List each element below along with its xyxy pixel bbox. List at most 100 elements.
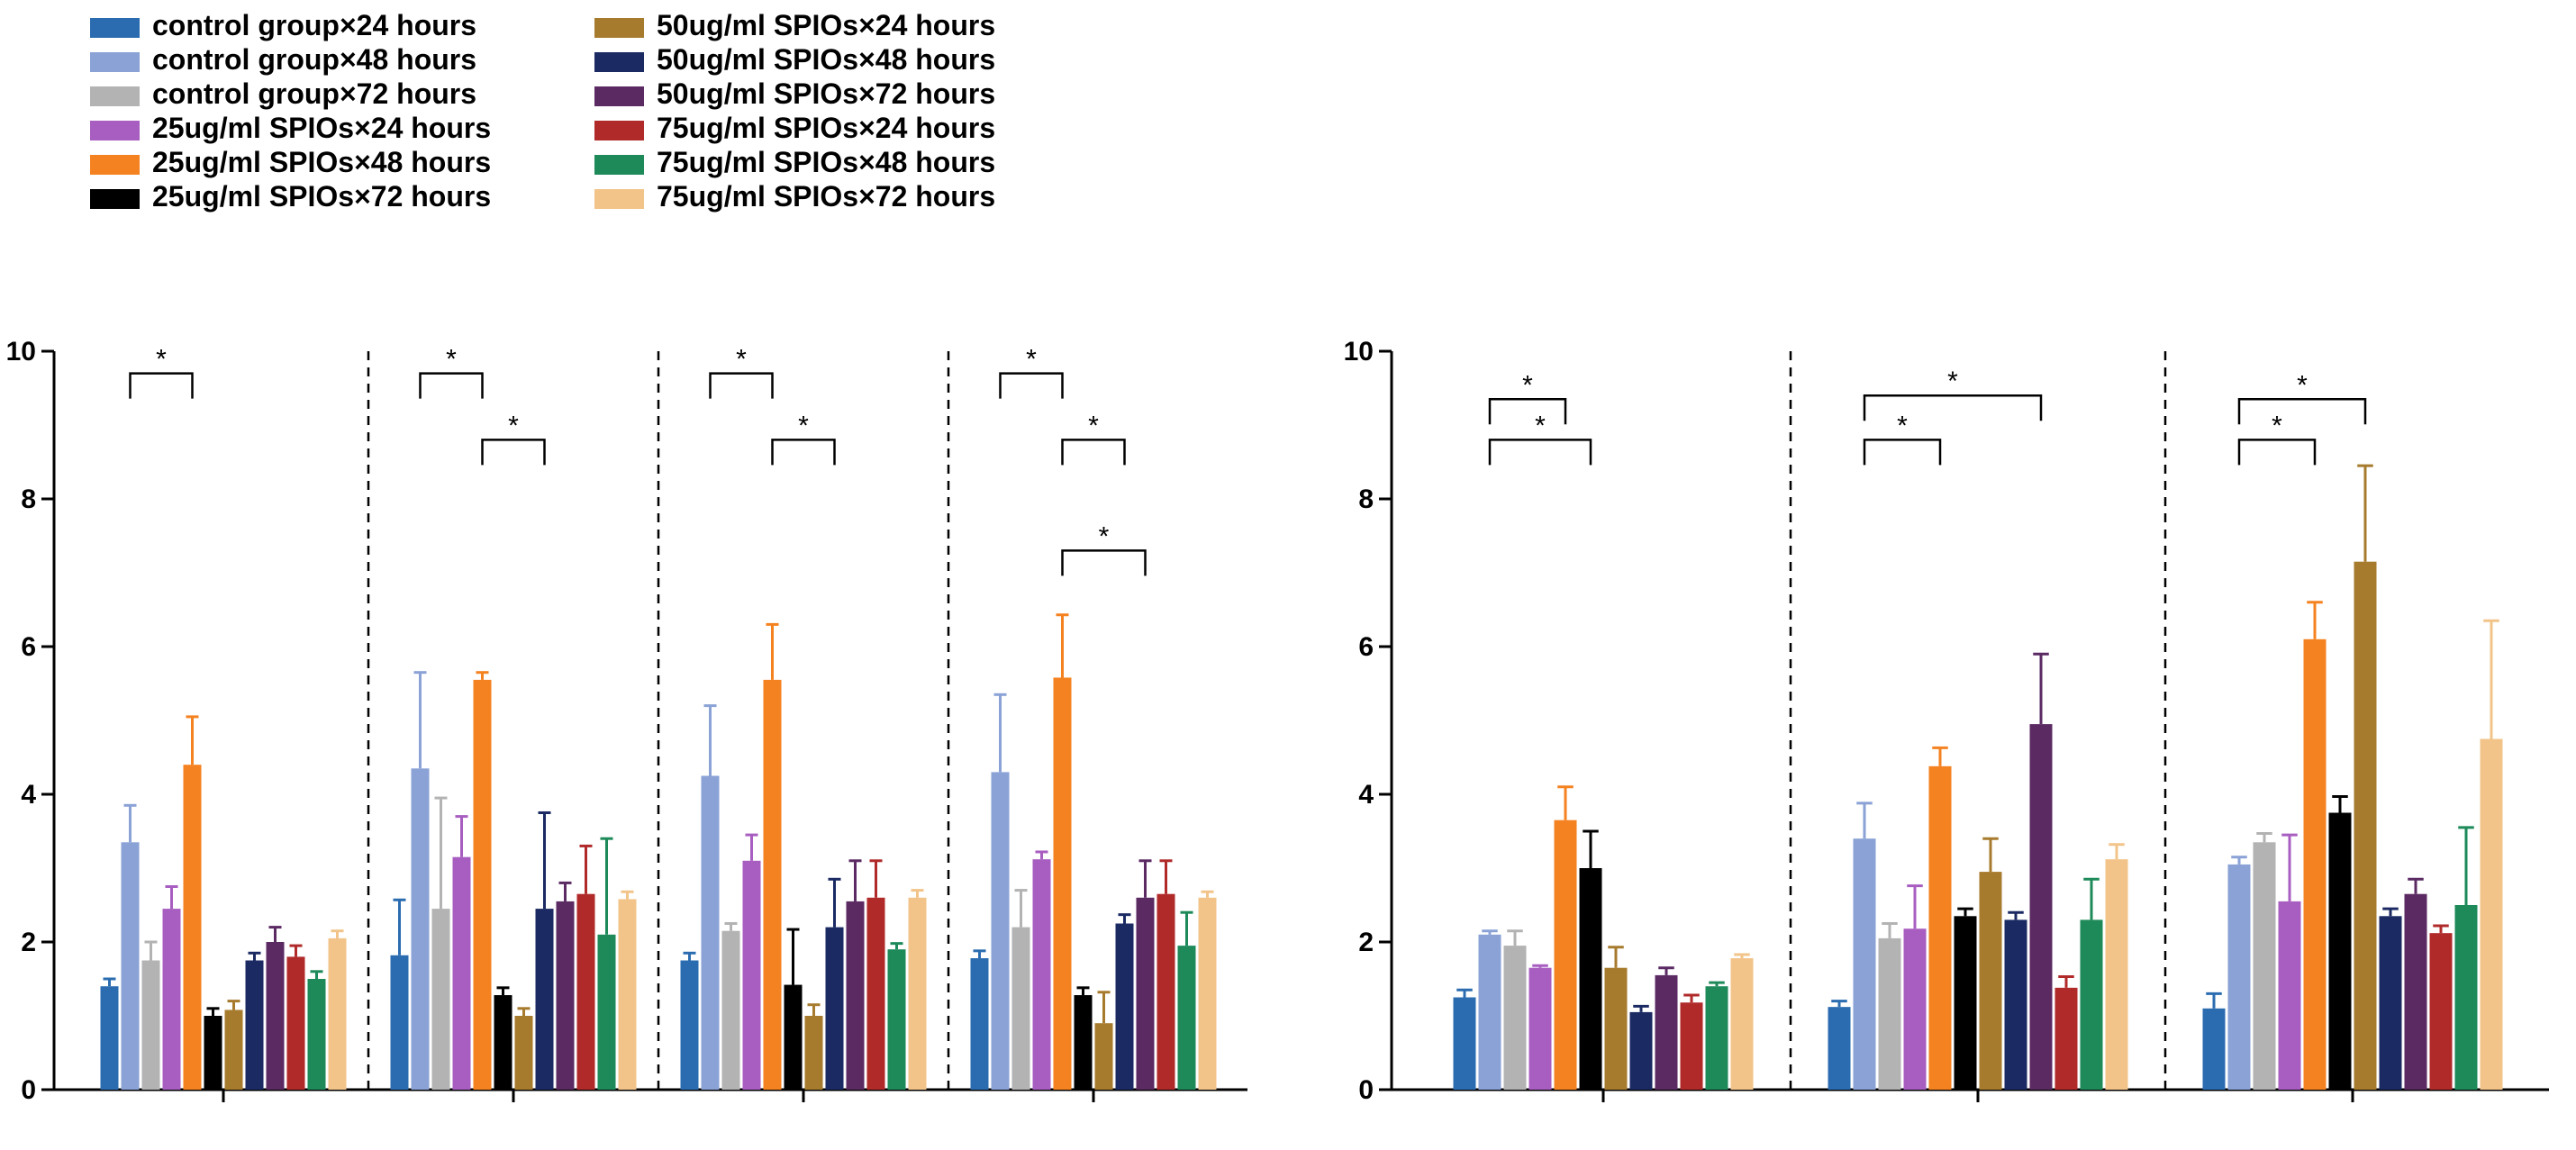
bar (1116, 924, 1134, 1091)
bar (1095, 1023, 1113, 1090)
significance-bracket (2239, 399, 2365, 424)
bar (204, 1016, 222, 1090)
bar (246, 961, 264, 1091)
bar (1479, 935, 1501, 1090)
y-tick-label: 10 (1344, 337, 1374, 367)
bar (826, 928, 844, 1090)
bar (2228, 865, 2251, 1090)
bar (1706, 986, 1728, 1090)
y-tick-label: 0 (1358, 1075, 1374, 1105)
significance-bracket (483, 439, 545, 465)
bar (2203, 1009, 2226, 1090)
significance-bracket (1063, 439, 1125, 465)
legend-swatch (594, 189, 644, 209)
significance-star: * (798, 411, 809, 440)
legend-swatch (594, 121, 644, 140)
bar (1655, 975, 1678, 1090)
bar (1605, 968, 1628, 1090)
bar (1157, 894, 1175, 1090)
legend-label: 25ug/ml SPIOs×24 hours (152, 112, 491, 144)
bar (494, 995, 512, 1090)
bar (1980, 872, 2002, 1090)
bar (971, 958, 989, 1090)
bar (1199, 898, 1217, 1090)
bar (2106, 859, 2128, 1090)
significance-bracket (1490, 399, 1565, 424)
significance-bracket (711, 374, 773, 399)
bar (329, 938, 347, 1090)
panel-right: 0246810****** (1344, 337, 2549, 1105)
bar (391, 955, 409, 1090)
legend-label: control group×48 hours (152, 43, 476, 76)
legend-label: 75ug/ml SPIOs×72 hours (657, 180, 995, 213)
bar (1681, 1002, 1703, 1090)
bar (2055, 988, 2078, 1090)
bar (1075, 995, 1093, 1090)
y-tick-label: 4 (1358, 780, 1374, 810)
bar (1879, 938, 1901, 1090)
bar (412, 768, 430, 1090)
significance-bracket (1864, 439, 1940, 465)
significance-bracket (1063, 550, 1146, 575)
legend-swatch (90, 18, 140, 38)
bar (557, 901, 575, 1090)
bar (1955, 916, 1977, 1090)
bar (702, 776, 720, 1091)
y-tick-label: 4 (21, 780, 36, 810)
y-tick-label: 10 (6, 337, 36, 367)
bar (2279, 901, 2301, 1090)
bar (225, 1010, 243, 1090)
significance-star: * (1947, 367, 1958, 396)
bar (1904, 928, 1927, 1090)
figure-root: control group×24 hourscontrol group×48 h… (0, 0, 2576, 1150)
legend-label: 25ug/ml SPIOs×48 hours (152, 146, 491, 178)
bar (1854, 838, 1876, 1090)
bar (785, 985, 803, 1090)
bar (2329, 813, 2352, 1091)
legend-label: control group×24 hours (152, 9, 476, 41)
significance-star: * (1535, 411, 1546, 440)
bar (2030, 724, 2053, 1090)
bar (184, 765, 202, 1090)
bar (577, 894, 595, 1090)
legend-label: 75ug/ml SPIOs×24 hours (657, 112, 995, 144)
bar (847, 901, 865, 1090)
bar (2304, 639, 2327, 1090)
bar (1054, 677, 1072, 1090)
significance-star: * (1522, 370, 1533, 400)
bar (267, 942, 285, 1090)
bar (764, 680, 782, 1090)
legend-swatch (90, 155, 140, 175)
significance-bracket (1490, 439, 1591, 465)
bar (1828, 1007, 1851, 1090)
bar (598, 935, 616, 1090)
bar (2354, 562, 2377, 1090)
legend-label: 50ug/ml SPIOs×48 hours (657, 43, 995, 76)
chart-svg: control group×24 hourscontrol group×48 h… (0, 0, 2576, 1150)
bar (1529, 968, 1552, 1090)
bar (287, 956, 305, 1090)
bar (2380, 916, 2402, 1090)
bar (992, 772, 1010, 1090)
significance-star: * (736, 345, 747, 375)
bar (474, 680, 492, 1090)
legend-swatch (90, 86, 140, 106)
bar (2005, 919, 2027, 1090)
significance-bracket (131, 374, 193, 399)
legend-swatch (90, 52, 140, 72)
legend-swatch (90, 189, 140, 209)
bar (805, 1016, 823, 1090)
bar (2430, 933, 2453, 1090)
significance-bracket (773, 439, 835, 465)
y-tick-label: 6 (21, 632, 36, 662)
bar (2455, 905, 2478, 1090)
legend-label: 50ug/ml SPIOs×72 hours (657, 77, 995, 110)
y-tick-label: 0 (21, 1075, 36, 1105)
significance-bracket (421, 374, 483, 399)
bar (101, 986, 119, 1090)
bar (743, 861, 761, 1090)
bar (1454, 998, 1476, 1091)
bar (619, 899, 637, 1090)
bar (536, 909, 554, 1090)
bar (122, 842, 140, 1090)
